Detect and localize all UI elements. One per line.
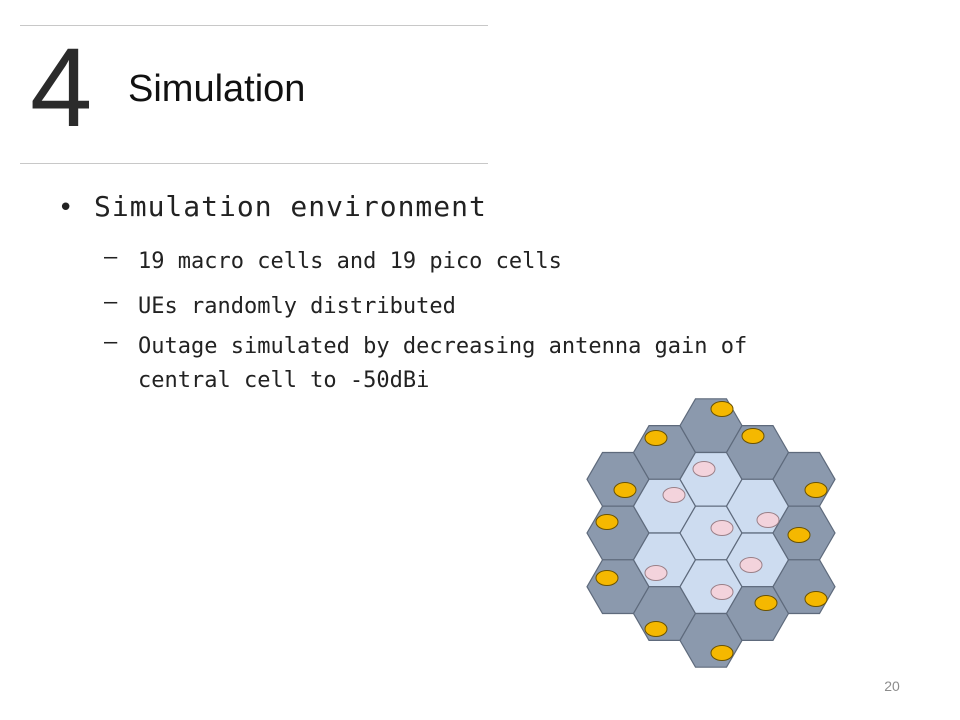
macro-ue-marker xyxy=(644,430,668,446)
macro-ue-marker xyxy=(710,401,734,417)
pico-ue-marker xyxy=(662,487,686,503)
bullet-item: • Simulation environment xyxy=(58,190,487,223)
macro-ue-marker xyxy=(804,482,828,498)
sub-item: – Outage simulated by decreasing antenna… xyxy=(104,330,747,398)
page-number: 20 xyxy=(884,678,900,694)
dash-icon: – xyxy=(104,245,118,270)
pico-ue-marker xyxy=(739,557,763,573)
pico-ue-marker xyxy=(692,461,716,477)
macro-ue-marker xyxy=(710,645,734,661)
macro-ue-marker xyxy=(741,428,765,444)
macro-ue-marker xyxy=(644,621,668,637)
hexagonal-cell-layout-diagram xyxy=(586,398,836,668)
bullet-dot-icon: • xyxy=(58,193,74,223)
macro-ue-marker xyxy=(787,527,811,543)
sub-item-text: Outage simulated by decreasing antenna g… xyxy=(138,334,748,393)
pico-ue-marker xyxy=(756,512,780,528)
slide-title: Simulation xyxy=(128,68,306,110)
pico-ue-marker xyxy=(644,565,668,581)
macro-ue-marker xyxy=(613,482,637,498)
macro-ue-marker xyxy=(804,591,828,607)
sub-item-text: 19 macro cells and 19 pico cells xyxy=(138,249,562,274)
pico-ue-marker xyxy=(710,584,734,600)
pico-ue-marker xyxy=(710,520,734,536)
dash-icon: – xyxy=(104,290,118,315)
header-rule-bottom xyxy=(20,163,488,164)
bullet-text: Simulation environment xyxy=(94,190,487,223)
header-rule-top xyxy=(20,25,488,26)
sub-item: – 19 macro cells and 19 pico cells xyxy=(104,245,562,279)
sub-item: – UEs randomly distributed xyxy=(104,290,456,324)
macro-ue-marker xyxy=(595,570,619,586)
macro-ue-marker xyxy=(754,595,778,611)
sub-item-text: UEs randomly distributed xyxy=(138,294,456,319)
section-number: 4 xyxy=(30,25,93,150)
dash-icon: – xyxy=(104,330,118,355)
macro-ue-marker xyxy=(595,514,619,530)
